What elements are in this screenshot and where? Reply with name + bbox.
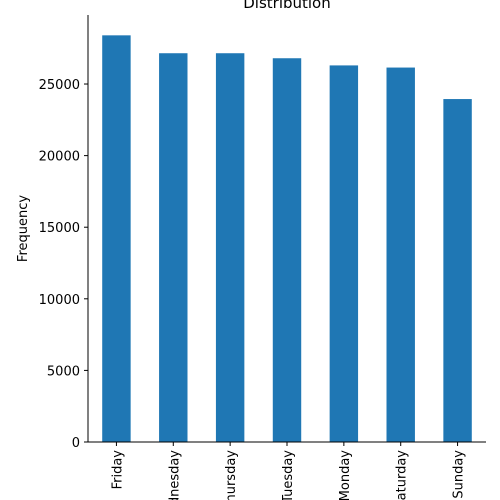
y-tick-label: 0	[72, 436, 80, 451]
y-tick-label: 5000	[47, 364, 80, 379]
x-tick-label: Thursday	[224, 450, 239, 500]
y-tick-label: 10000	[39, 293, 80, 308]
bar-thursday	[215, 53, 245, 443]
y-tick-label: 15000	[39, 221, 80, 236]
bar-saturday	[386, 67, 415, 443]
bar-monday	[329, 65, 359, 443]
x-tick-label: Sunday	[452, 450, 467, 499]
bar-friday	[102, 35, 131, 442]
x-tick-label: Tuesday	[281, 450, 296, 500]
y-tick-label: 25000	[39, 78, 80, 93]
bars-group	[102, 35, 472, 443]
bar-tuesday	[272, 58, 302, 442]
x-ticks-group: Friday Wednesday Thursday Tuesday Monday Satu…	[110, 442, 467, 500]
bar-wednesday	[159, 53, 188, 443]
x-tick-label: Monday	[338, 450, 353, 500]
y-tick-label: 20000	[39, 150, 80, 165]
chart-area: Distribution 0 5000 10000 15000 20000 25000 F…	[16, 0, 486, 500]
x-tick-label: Wednesday	[167, 450, 182, 500]
chart-title: Distribution	[243, 0, 331, 12]
x-tick-label: Saturday	[395, 450, 410, 500]
bar-sunday	[443, 99, 472, 443]
y-ticks-group: 0 5000 10000 15000 20000 25000	[39, 78, 88, 451]
x-tick-label: Friday	[110, 450, 125, 490]
y-axis-label: Frequency	[16, 195, 31, 262]
